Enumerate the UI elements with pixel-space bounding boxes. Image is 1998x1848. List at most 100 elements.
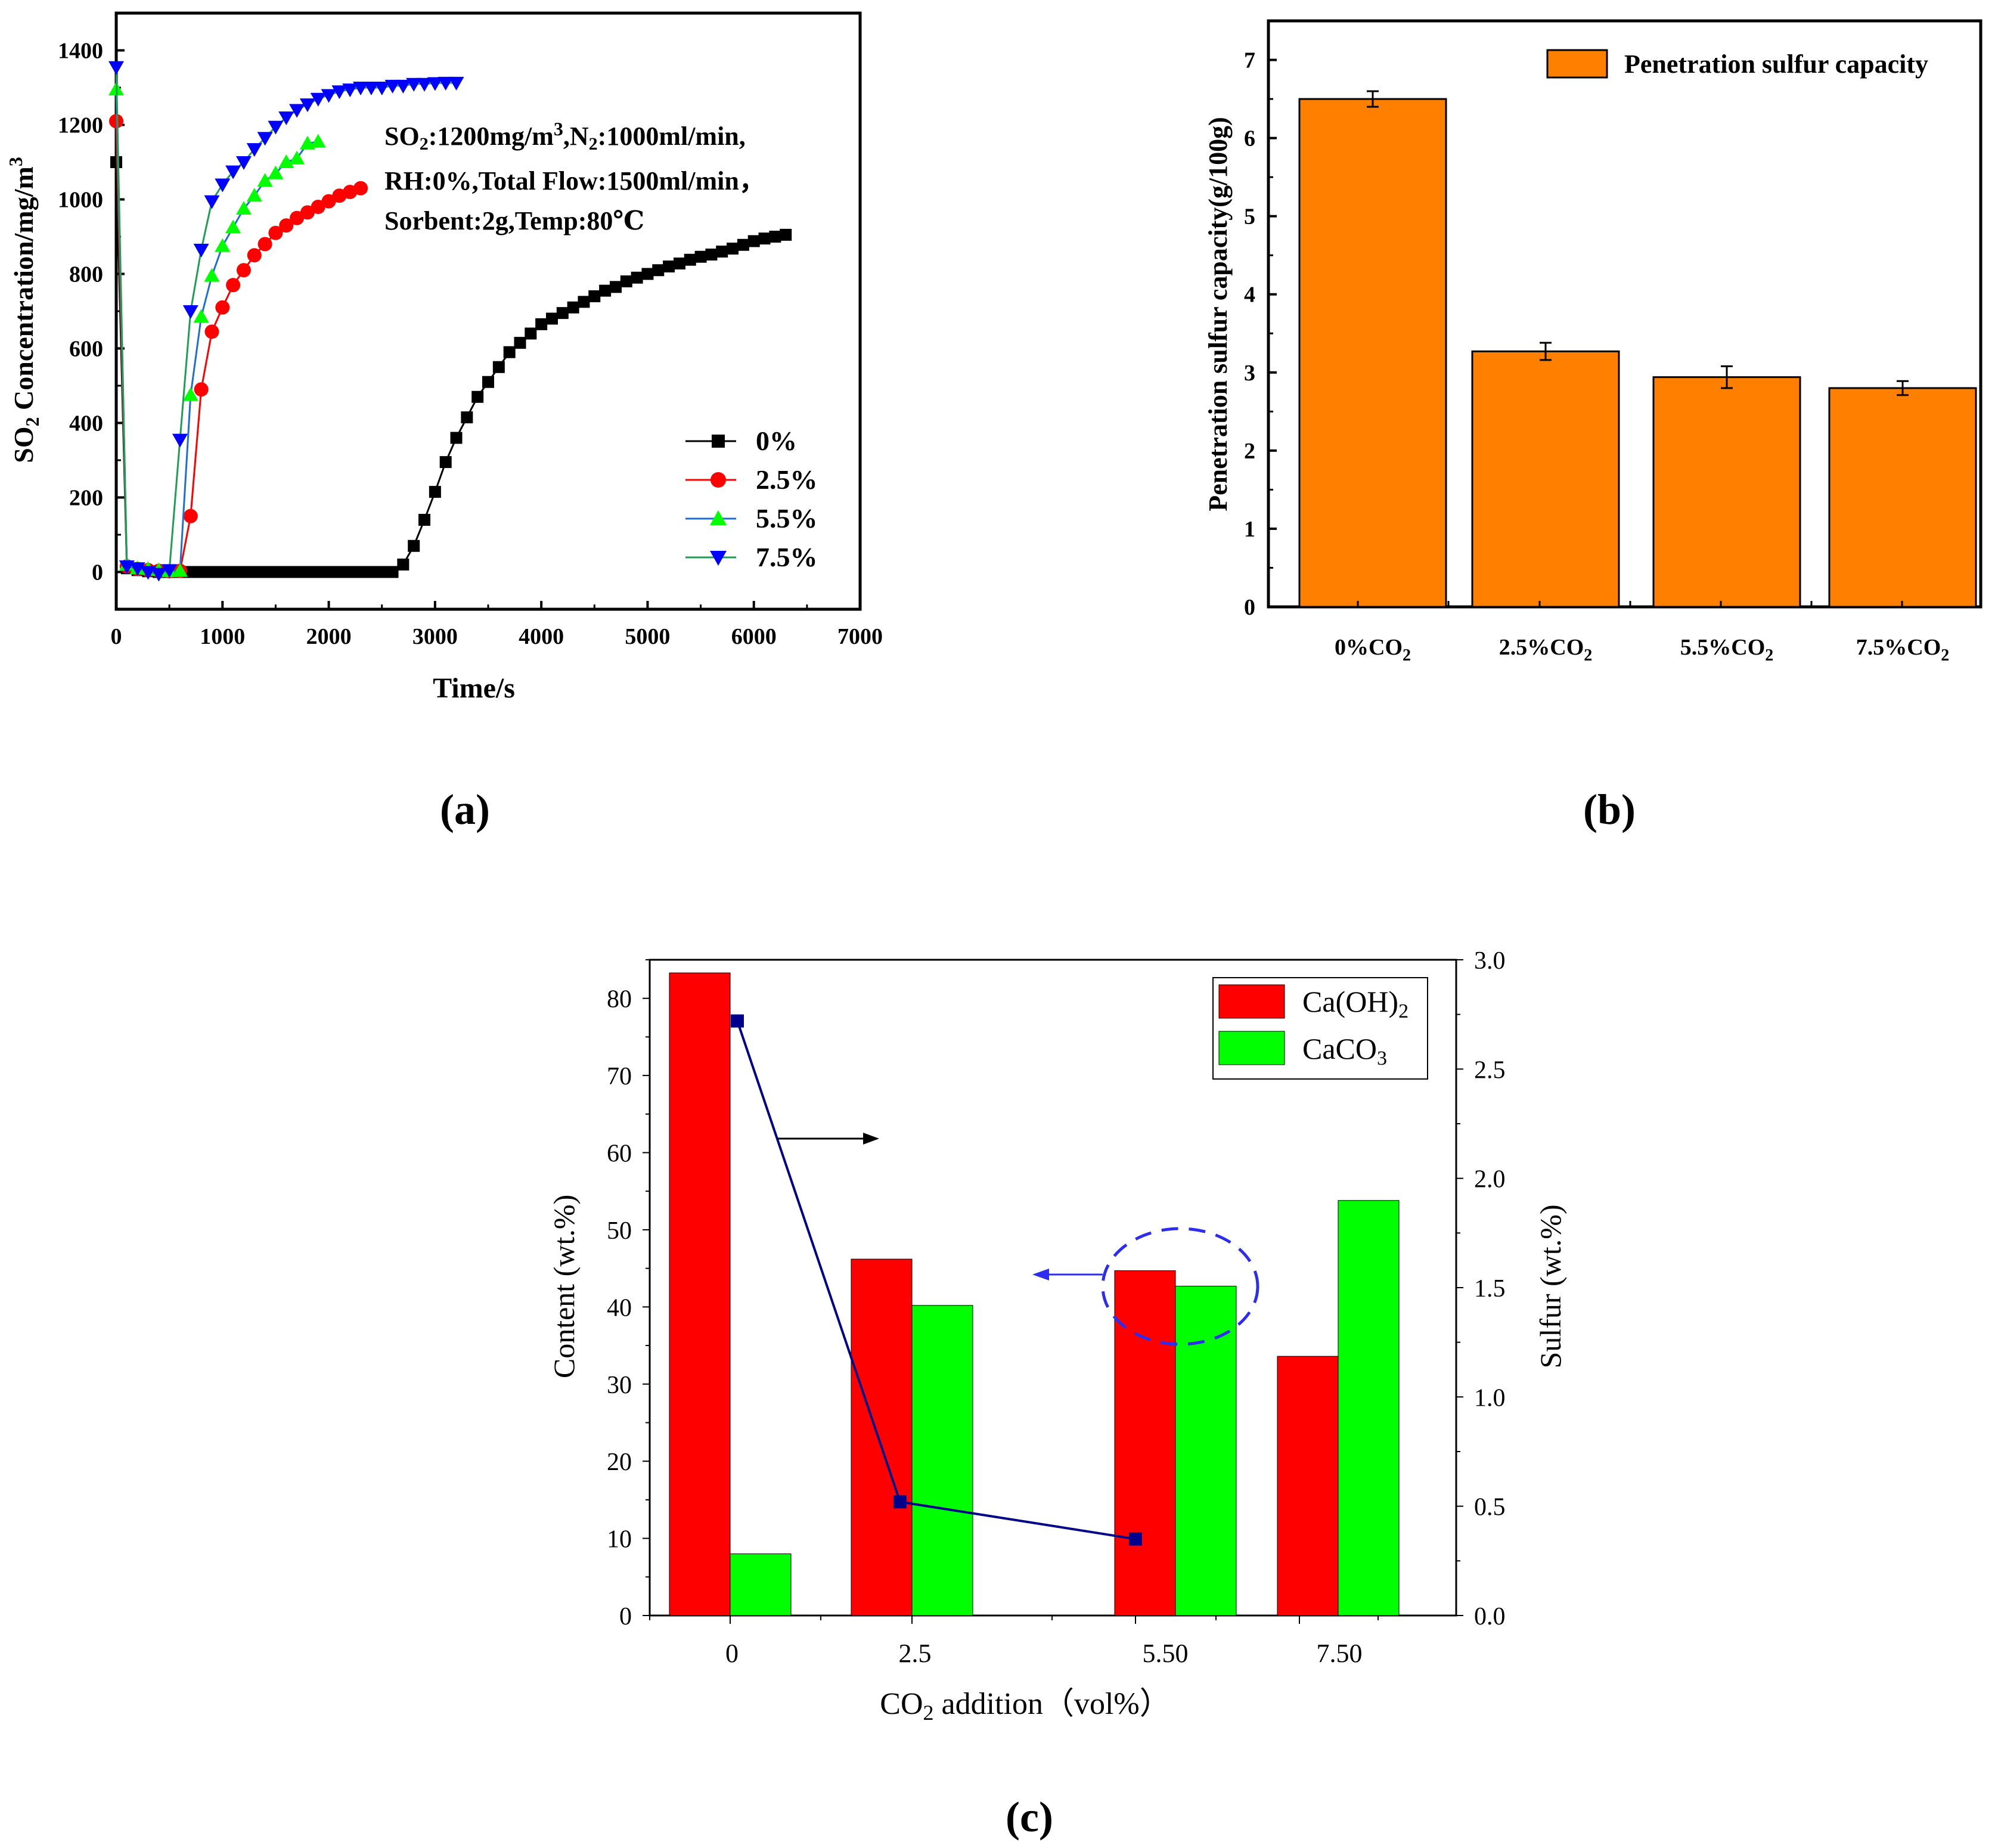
b-y-tick-label: 3 bbox=[1244, 361, 1255, 386]
a-series-point-0 bbox=[652, 264, 665, 277]
b-x-tick-label: 0%CO2 bbox=[1335, 635, 1411, 665]
b-x-tick-label-sub: 2 bbox=[1584, 646, 1592, 665]
b-x-tick-label: 7.5%CO2 bbox=[1856, 635, 1950, 665]
panel-c-y2-axis-label: Sulfur (wt.%) bbox=[1534, 1205, 1567, 1369]
a-series-point-0 bbox=[599, 284, 612, 297]
a-series-point-0 bbox=[216, 566, 229, 578]
c-y2-tick-label: 1.0 bbox=[1474, 1384, 1506, 1412]
panel-c-right-arrow bbox=[778, 1133, 879, 1145]
xlabel-c-rest: addition（vol%） bbox=[934, 1687, 1171, 1721]
panel-c-x-axis-label: CO2 addition（vol%） bbox=[880, 1687, 1170, 1725]
a-series-point-0 bbox=[694, 250, 707, 263]
a-series-point-3 bbox=[235, 156, 252, 170]
a-series-point-0 bbox=[556, 307, 569, 320]
a-series-point-3 bbox=[438, 76, 454, 91]
ann-n: ,N bbox=[563, 122, 589, 151]
a-series-point-0 bbox=[727, 243, 739, 255]
b-y-tick-label: 4 bbox=[1244, 283, 1255, 308]
panel-b-plot-frame bbox=[1267, 19, 1983, 609]
panel-b-bars bbox=[1298, 90, 1977, 608]
b-bar bbox=[1828, 387, 1977, 608]
a-series-point-3 bbox=[321, 89, 337, 103]
b-y-tick-label: 0 bbox=[1244, 595, 1255, 620]
a-series-point-3 bbox=[342, 83, 358, 98]
a-series-point-0 bbox=[471, 390, 484, 403]
a-legend-marker bbox=[710, 510, 727, 525]
a-series-point-0 bbox=[206, 566, 218, 578]
a-series-point-0 bbox=[312, 566, 324, 578]
a-series-point-3 bbox=[151, 568, 167, 582]
a-series-point-2 bbox=[268, 165, 284, 179]
a-series-point-3 bbox=[374, 82, 390, 95]
c-y-tick-label: 70 bbox=[607, 1063, 632, 1090]
b-x-tick-label-sub: 2 bbox=[1403, 646, 1411, 665]
a-series-point-0 bbox=[663, 261, 675, 272]
b-bar bbox=[1471, 350, 1620, 608]
a-series-point-0 bbox=[545, 312, 558, 325]
panel-a-annotation-line1: SO2:1200mg/m3,N2:1000ml/min, bbox=[384, 118, 746, 154]
a-y-tick-label: 800 bbox=[69, 262, 103, 287]
xlabel-c-sub: 2 bbox=[923, 1701, 934, 1725]
c-bar-caco3 bbox=[1338, 1200, 1400, 1616]
panel-c-sulfur-series bbox=[731, 1014, 1142, 1546]
c-bar-caoh2 bbox=[669, 972, 731, 1616]
a-x-tick-label: 5000 bbox=[625, 624, 670, 649]
a-series-point-1 bbox=[247, 248, 262, 263]
b-x-tick-label-main: 5.5%CO bbox=[1680, 635, 1766, 660]
a-y-tick-label: 600 bbox=[69, 337, 103, 362]
c-y2-tick-label: 1.5 bbox=[1474, 1275, 1506, 1303]
legend-caco3-main: CaCO bbox=[1302, 1032, 1377, 1065]
a-series-point-0 bbox=[641, 268, 654, 280]
panel-c-left-arrow bbox=[1032, 1269, 1103, 1280]
panel-a-caption: (a) bbox=[440, 786, 490, 833]
a-series-point-3 bbox=[310, 92, 326, 107]
a-series-point-0 bbox=[492, 361, 505, 373]
legend-caoh2-main: Ca(OH) bbox=[1302, 985, 1398, 1018]
a-series-point-3 bbox=[204, 195, 220, 209]
panel-b-legend-label: Penetration sulfur capacity bbox=[1624, 49, 1928, 79]
b-x-tick-label: 2.5%CO2 bbox=[1499, 635, 1593, 665]
panel-a-annotation: SO2:1200mg/m3,N2:1000ml/min, RH:0%,Total… bbox=[384, 118, 765, 235]
panel-a-annotation-line3: Sorbent:2g,Temp:80℃ bbox=[384, 206, 644, 235]
panel-b-legend-swatch bbox=[1546, 49, 1608, 79]
b-x-tick-label-main: 0%CO bbox=[1335, 635, 1403, 660]
legend-caco3-sub: 3 bbox=[1377, 1047, 1387, 1069]
a-series-point-0 bbox=[227, 566, 240, 578]
a-series-point-3 bbox=[384, 79, 401, 94]
a-series-point-0 bbox=[461, 411, 473, 424]
ann-n-sub: 2 bbox=[589, 134, 598, 154]
c-x-tick-label: 5.50 bbox=[1143, 1639, 1189, 1668]
a-series-point-3 bbox=[406, 77, 422, 92]
a-legend-marker bbox=[711, 472, 726, 488]
a-series-point-3 bbox=[448, 76, 464, 91]
ann-conc-sup: 3 bbox=[554, 118, 563, 139]
panel-a-chart: 0 1000 2000 3000 4000 5000 6000 7000 0 200 400 600 8… bbox=[5, 11, 883, 833]
c-y2-tick-label: 0.0 bbox=[1474, 1603, 1506, 1630]
xlabel-c-main: CO bbox=[880, 1687, 923, 1721]
legend-caoh2-sub: 2 bbox=[1398, 1000, 1408, 1022]
a-y-tick-label: 1000 bbox=[58, 188, 103, 213]
a-series-point-0 bbox=[333, 566, 346, 578]
c-y2-tick-label: 3.0 bbox=[1474, 947, 1506, 975]
c-y-tick-label: 0 bbox=[619, 1603, 632, 1630]
a-series-point-1 bbox=[236, 263, 251, 278]
a-series-point-0 bbox=[429, 486, 441, 498]
panel-c-y-axis-label: Content (wt.%) bbox=[547, 1195, 581, 1378]
a-series-point-1 bbox=[311, 200, 325, 214]
b-y-tick-label: 1 bbox=[1244, 517, 1255, 542]
a-series-point-3 bbox=[257, 132, 273, 146]
a-series-point-0 bbox=[588, 290, 601, 302]
a-series-point-0 bbox=[503, 346, 516, 358]
a-legend-label: 2.5% bbox=[756, 464, 818, 495]
a-series-point-0 bbox=[673, 258, 685, 269]
panel-a-annotation-line2: RH:0%,Total Flow:1500ml/min， bbox=[384, 166, 765, 196]
a-series-point-0 bbox=[408, 539, 420, 552]
a-series-point-0 bbox=[780, 228, 792, 241]
c-sulfur-point bbox=[893, 1495, 907, 1509]
a-series-point-0 bbox=[365, 566, 377, 578]
a-x-tick-label: 4000 bbox=[519, 624, 564, 649]
a-series-point-1 bbox=[268, 225, 283, 240]
c-y-tick-label: 10 bbox=[607, 1526, 632, 1554]
a-y-tick-label: 400 bbox=[69, 411, 103, 436]
